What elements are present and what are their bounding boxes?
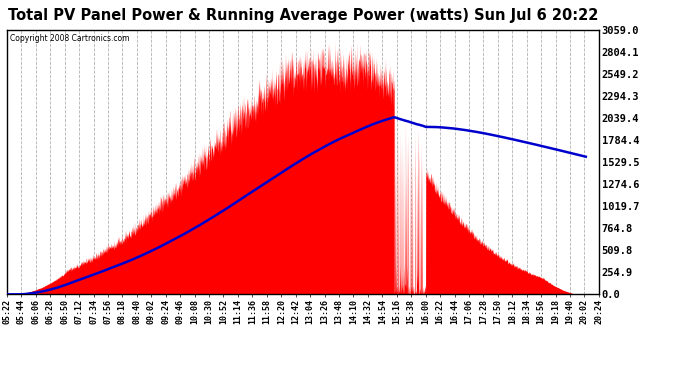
Text: Copyright 2008 Cartronics.com: Copyright 2008 Cartronics.com [10,34,129,43]
Text: Total PV Panel Power & Running Average Power (watts) Sun Jul 6 20:22: Total PV Panel Power & Running Average P… [8,8,599,23]
